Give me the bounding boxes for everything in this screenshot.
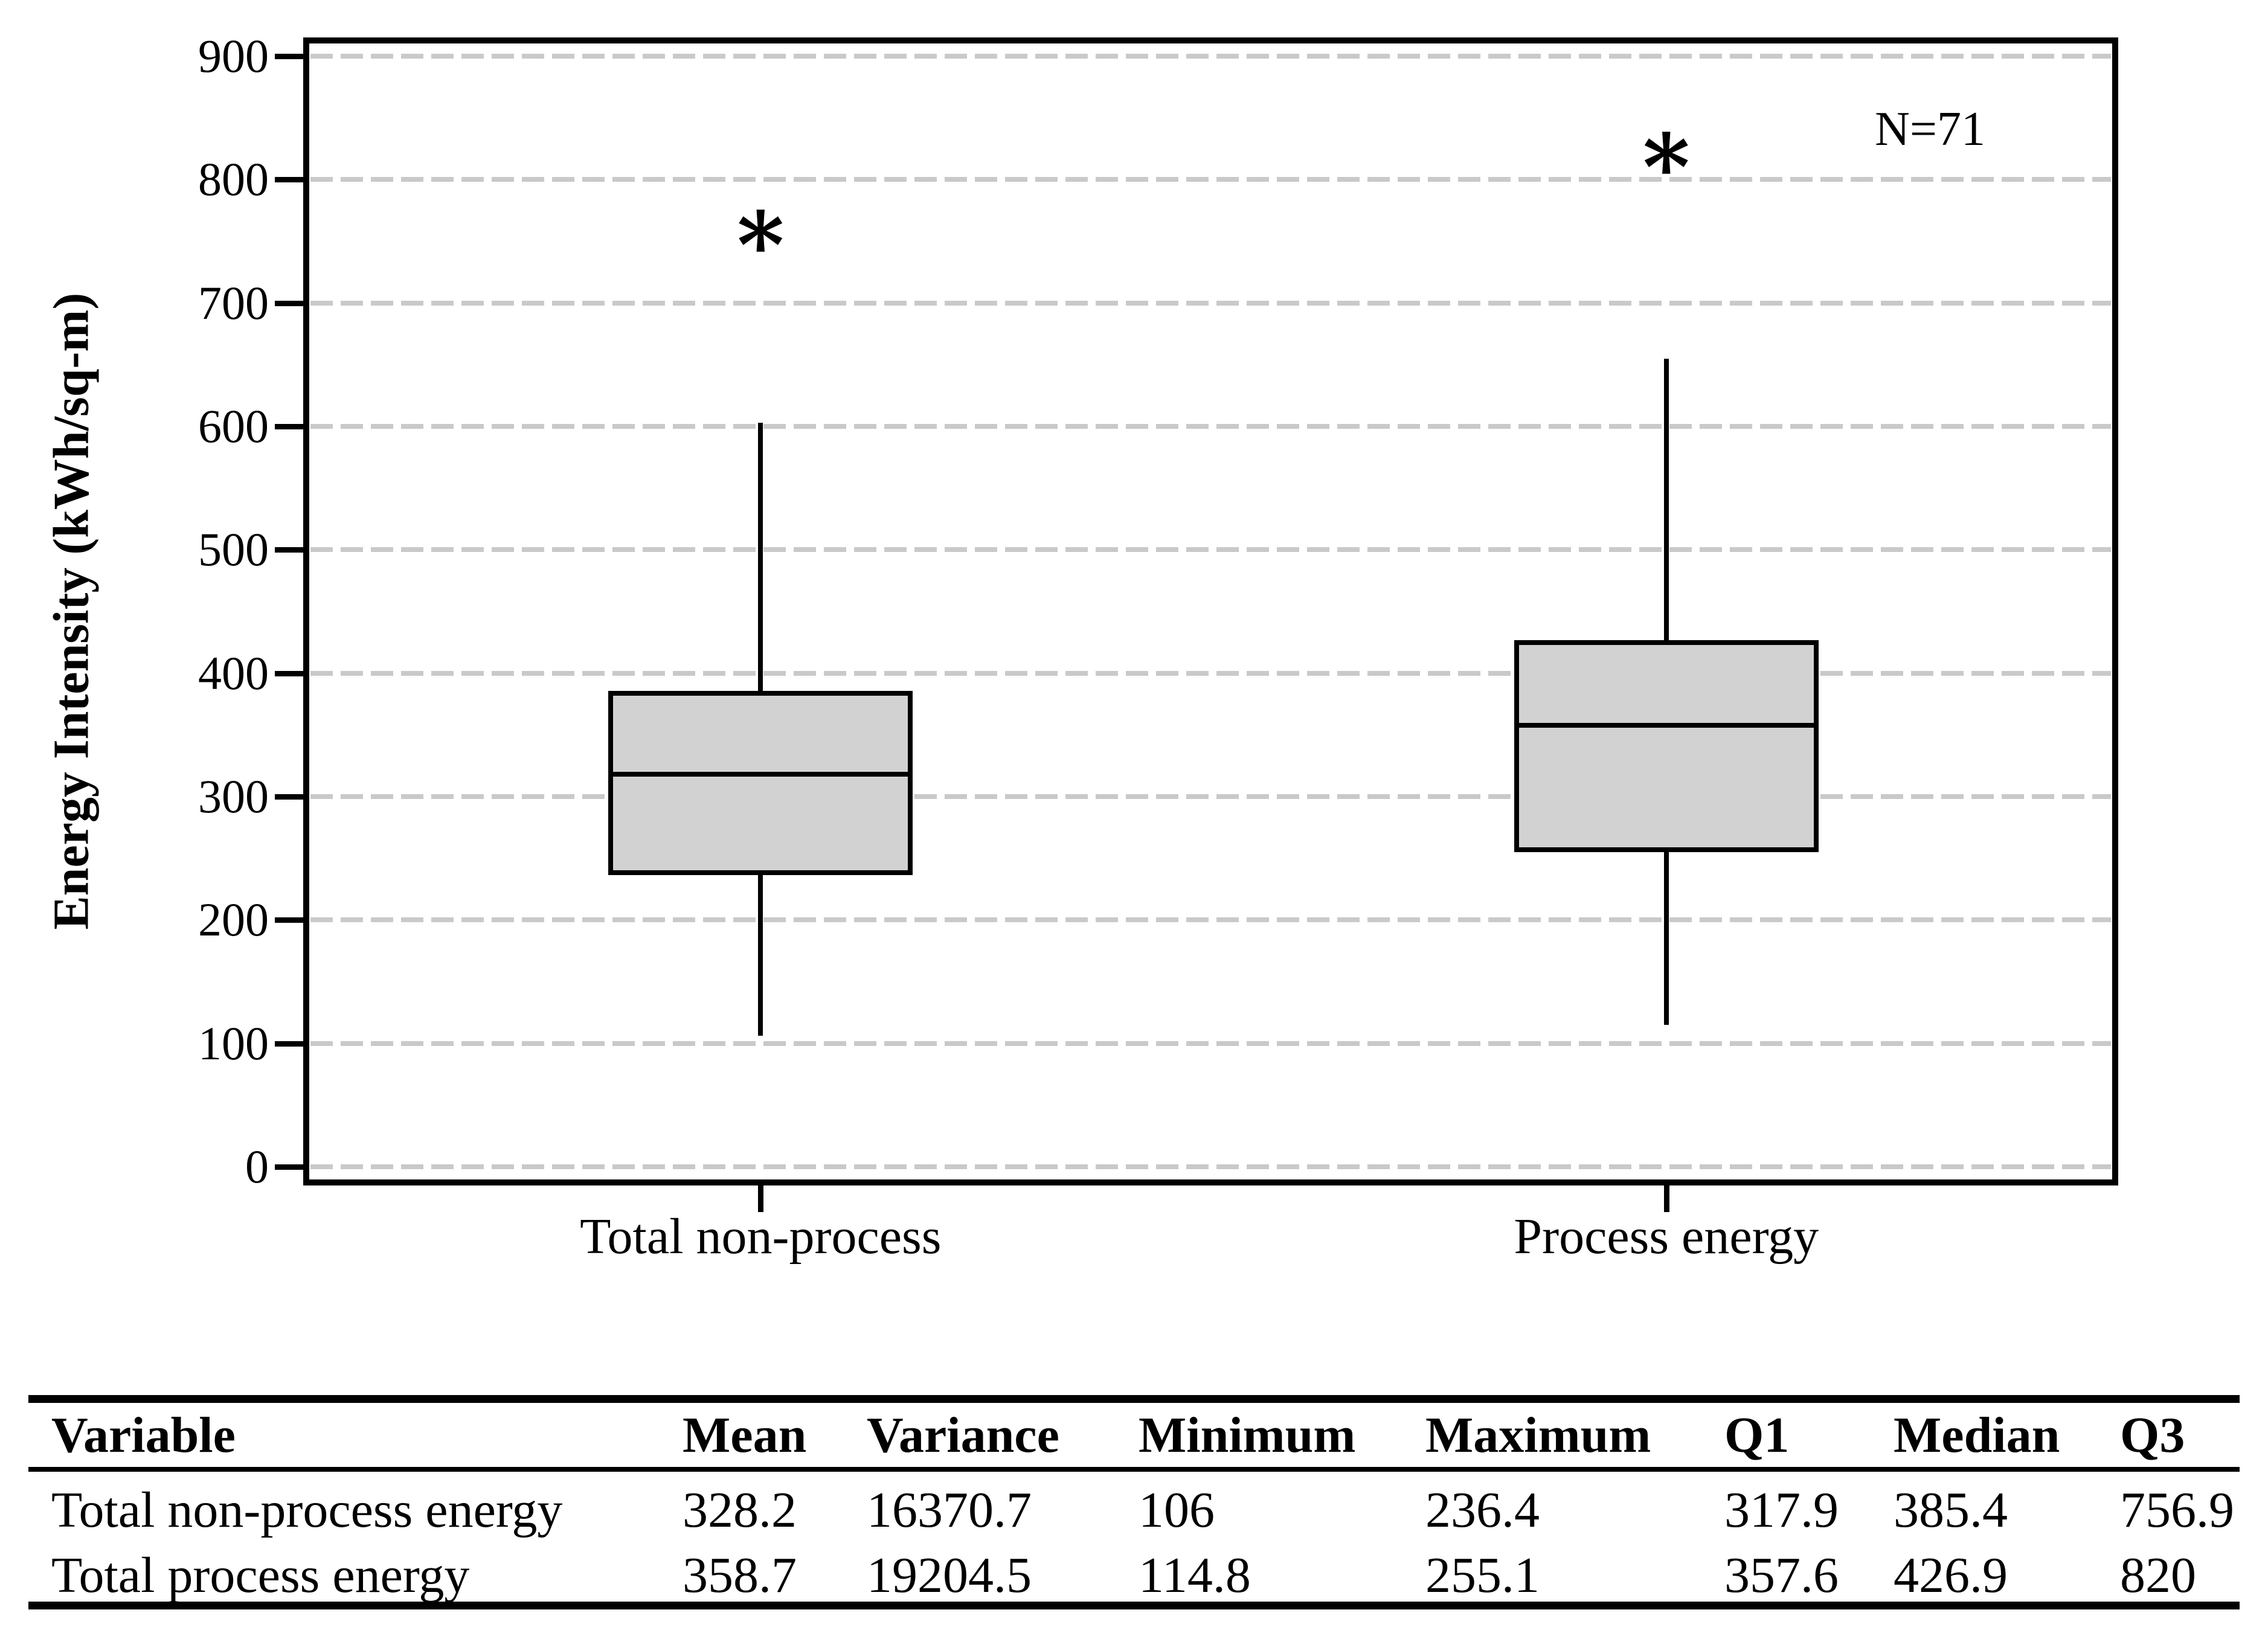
y-axis-tick-label: 500 (198, 523, 269, 576)
y-axis-tick (275, 300, 303, 306)
table-cell: 19204.5 (867, 1547, 1032, 1603)
table-cell: 820 (2120, 1547, 2196, 1603)
y-axis-tick-label: 200 (198, 893, 269, 946)
gridline (310, 547, 2111, 553)
gridline (310, 424, 2111, 429)
box-q1-q3 (608, 691, 913, 875)
box-q1-q3 (1514, 640, 1819, 852)
y-axis-tick (275, 177, 303, 183)
table-header-cell: Minimum (1139, 1407, 1356, 1463)
x-axis-tick (1663, 1185, 1669, 1212)
y-axis-tick-label: 900 (198, 30, 269, 82)
table-header-cell: Q1 (1724, 1407, 1790, 1463)
gridline (310, 670, 2111, 676)
y-axis-tick (275, 794, 303, 800)
table-cell: 255.1 (1425, 1547, 1540, 1603)
gridline (310, 54, 2111, 59)
table-cell: 328.2 (683, 1482, 797, 1538)
y-axis-tick-label: 400 (198, 646, 269, 699)
gridline (310, 1164, 2111, 1169)
table-cell: 114.8 (1139, 1547, 1251, 1603)
table-cell: Total process energy (51, 1547, 470, 1603)
table-header-separator (28, 1467, 2240, 1472)
table-cell: 426.9 (1894, 1547, 2008, 1603)
gridline (310, 1041, 2111, 1046)
plot-frame (303, 37, 2118, 1185)
y-axis-tick (275, 547, 303, 553)
y-axis-tick-label: 700 (198, 276, 269, 329)
outlier-asterisk: ∗ (729, 179, 792, 280)
y-axis-tick-label: 800 (198, 153, 269, 206)
y-axis-tick-label: 600 (198, 400, 269, 452)
table-header-cell: Maximum (1425, 1407, 1651, 1463)
table-header-cell: Variance (867, 1407, 1059, 1463)
y-axis-tick-label: 100 (198, 1016, 269, 1070)
gridline (310, 177, 2111, 182)
median-line (1514, 723, 1819, 728)
sample-size-annotation: N=71 (1875, 103, 1985, 156)
y-axis-tick (275, 1164, 303, 1170)
outlier-asterisk: ∗ (1634, 101, 1698, 202)
table-header-cell: Q3 (2120, 1407, 2185, 1463)
table-cell: 16370.7 (867, 1482, 1032, 1538)
y-axis-tick (275, 670, 303, 676)
table-top-border (28, 1395, 2240, 1403)
y-axis-title: Energy Intensity (kWh/sq-m) (43, 292, 100, 930)
x-axis-category-label: Process energy (1514, 1208, 1819, 1265)
table-header-cell: Median (1894, 1407, 2060, 1463)
y-axis-tick (275, 917, 303, 923)
plot-area: N=71 ∗ ∗ (275, 37, 2118, 1185)
x-axis-category-label: Total non-process (580, 1208, 942, 1265)
table-cell: 317.9 (1724, 1482, 1839, 1538)
table-cell: Total non-process energy (51, 1482, 563, 1538)
gridline (310, 300, 2111, 306)
table-cell: 756.9 (2120, 1482, 2234, 1538)
gridline (310, 917, 2111, 923)
y-axis-tick (275, 54, 303, 59)
table-header-cell: Variable (51, 1407, 236, 1463)
table-cell: 358.7 (683, 1547, 797, 1603)
gridline (310, 794, 2111, 799)
y-axis-tick (275, 424, 303, 429)
y-axis-tick-label: 0 (245, 1140, 269, 1193)
table-cell: 357.6 (1724, 1547, 1839, 1603)
table-header-cell: Mean (683, 1407, 807, 1463)
x-axis-tick (758, 1185, 764, 1212)
table-bottom-border (28, 1602, 2240, 1609)
y-axis-tick-label: 300 (198, 770, 269, 823)
table-cell: 385.4 (1894, 1482, 2008, 1538)
median-line (608, 772, 913, 777)
y-axis-tick (275, 1041, 303, 1047)
table-cell: 106 (1139, 1482, 1215, 1538)
table-cell: 236.4 (1425, 1482, 1540, 1538)
